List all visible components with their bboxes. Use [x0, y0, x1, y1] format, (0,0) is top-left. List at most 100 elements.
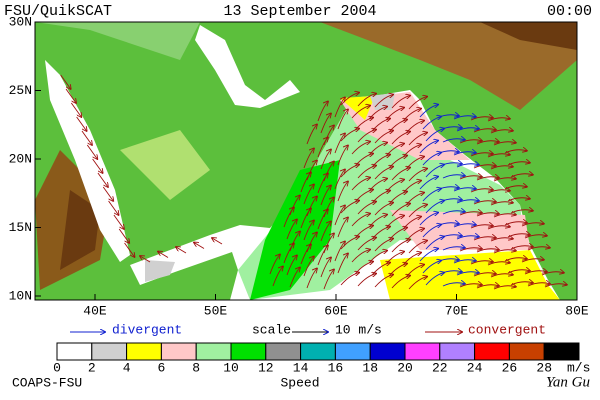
wind-arrow	[340, 237, 359, 250]
footer-right: Yan Gu	[546, 374, 590, 390]
colorbar-label: 28	[536, 360, 552, 375]
wind-arrow	[490, 238, 513, 242]
colorbar-label: 22	[432, 360, 448, 375]
wind-arrow	[176, 247, 187, 254]
wind-arrow	[86, 144, 97, 159]
wind-arrow	[419, 249, 438, 262]
wind-arrow	[118, 228, 129, 243]
wind-arrow	[507, 234, 530, 238]
lat-label: 20N	[9, 151, 32, 166]
wind-arrow	[286, 255, 297, 276]
colorbar-box	[56, 342, 93, 361]
wind-arrow	[470, 225, 493, 229]
wind-arrow	[442, 211, 465, 215]
wind-arrow	[351, 106, 370, 119]
wind-arrow	[323, 125, 334, 146]
wind-arrow	[303, 256, 314, 277]
colorbar-box	[404, 342, 441, 361]
wind-arrow	[473, 273, 496, 277]
wind-arrow	[425, 237, 444, 250]
map-frame	[34, 21, 578, 301]
wind-arrow	[453, 116, 476, 120]
wind-arrow	[504, 150, 527, 154]
wind-arrow	[374, 203, 393, 216]
wind-arrow	[374, 95, 393, 108]
desert	[120, 130, 210, 200]
wind-arrow	[442, 283, 465, 287]
speed-zone	[145, 260, 175, 282]
wind-arrow	[320, 149, 331, 170]
colorbar-label: 14	[293, 360, 309, 375]
wind-arrow	[507, 270, 530, 274]
wind-arrow	[504, 222, 527, 226]
wind-arrow	[272, 266, 283, 287]
wind-arrow	[357, 202, 376, 215]
wind-arrow	[459, 176, 482, 180]
colorbar-label: 10	[223, 360, 239, 375]
wind-arrow	[510, 246, 533, 250]
wind-arrow	[300, 244, 311, 265]
persian-gulf	[195, 25, 300, 108]
wind-arrow	[425, 165, 444, 178]
wind-arrow	[459, 212, 482, 216]
wind-arrow	[340, 273, 359, 286]
highland	[480, 22, 577, 50]
wind-arrow	[493, 142, 516, 146]
colorbar-label: 4	[123, 360, 131, 375]
wind-arrow	[194, 243, 205, 249]
wind-arrow	[391, 132, 410, 145]
wind-arrow	[357, 238, 376, 251]
wind-arrow	[113, 214, 124, 229]
colorbar-box	[334, 342, 371, 361]
lon-label: 70E	[445, 303, 469, 318]
wind-arrow	[473, 237, 496, 241]
colorbar-box	[300, 342, 336, 361]
wind-arrow	[419, 141, 438, 154]
wind-arrow	[317, 209, 328, 230]
wind-arrow	[490, 130, 513, 134]
colorbar-label: 6	[157, 360, 165, 375]
colorbar-title: Speed	[280, 375, 319, 390]
wind-arrow	[283, 207, 294, 228]
wind-arrow	[442, 175, 465, 179]
wind-arrow	[476, 213, 499, 217]
legend-divergent: divergent	[112, 322, 182, 337]
wind-arrow	[337, 145, 348, 166]
wind-arrow	[303, 220, 314, 241]
wind-arrow	[507, 162, 530, 166]
wind-arrow	[473, 165, 496, 169]
wind-arrow	[527, 247, 550, 251]
colorbar-unit: m/s	[567, 360, 590, 375]
wind-arrow	[408, 241, 427, 254]
wind-arrow	[487, 154, 510, 158]
wind-arrow	[306, 160, 317, 181]
wind-arrow	[357, 94, 376, 107]
wind-arrow	[470, 189, 493, 193]
wind-arrow	[391, 204, 410, 217]
wind-arrow	[374, 275, 393, 288]
lat-label: 10N	[9, 288, 32, 303]
wind-arrow	[289, 267, 300, 288]
wind-arrow	[470, 261, 493, 265]
wind-arrow	[408, 205, 427, 218]
colorbar-label: 0	[53, 360, 61, 375]
colorbar-box	[230, 342, 267, 361]
footer-left: COAPS-FSU	[12, 375, 82, 390]
header-right: 00:00	[547, 3, 592, 20]
highland	[320, 22, 577, 110]
wind-arrow	[357, 130, 376, 143]
wind-arrow	[323, 197, 334, 218]
wind-arrow	[283, 243, 294, 264]
wind-arrow	[419, 177, 438, 190]
wind-arrow	[490, 202, 513, 206]
lon-label: 50E	[204, 303, 228, 318]
wind-arrow	[453, 260, 476, 264]
wind-arrow	[425, 129, 444, 142]
wind-arrow	[391, 96, 410, 109]
wind-arrow	[351, 250, 370, 263]
wind-arrow	[334, 97, 345, 118]
wind-arrow	[453, 152, 476, 156]
wind-arrow	[470, 153, 493, 157]
wind-arrow	[351, 214, 370, 227]
